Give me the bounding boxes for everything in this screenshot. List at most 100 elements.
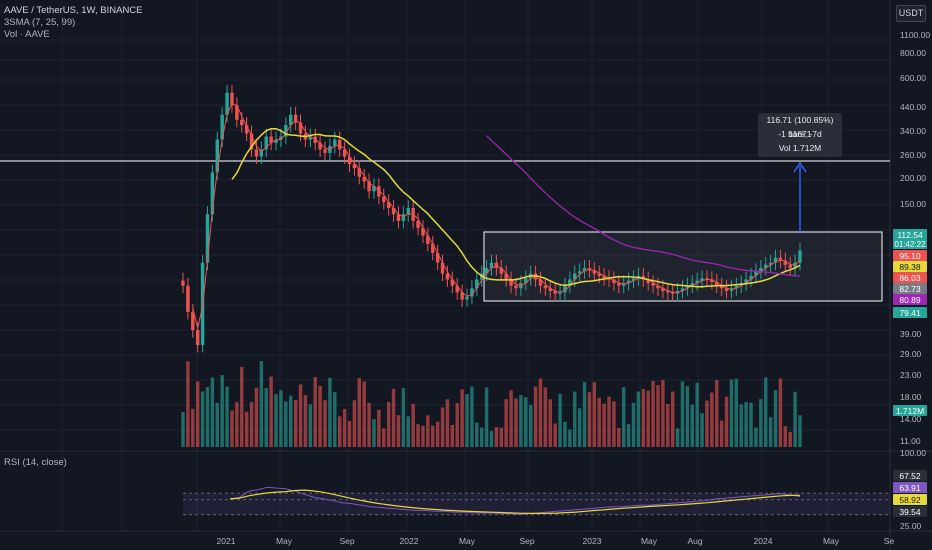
candle-body (582, 267, 587, 272)
y-tick-label: 1100.00 (900, 30, 930, 40)
candle-body (489, 262, 494, 268)
candle-body (768, 262, 773, 265)
x-tick-label: Sep (339, 536, 354, 546)
candle-body (367, 181, 371, 192)
volume-bar (386, 401, 391, 447)
volume-bar (362, 381, 366, 447)
price-badge-label: 82.73 (899, 284, 921, 294)
candle-body (764, 264, 768, 268)
volume-bar (367, 402, 371, 447)
candle-body (514, 285, 518, 289)
rsi-legend[interactable]: RSI (14, close) (4, 457, 67, 468)
y-tick-label: 150.00 (900, 199, 926, 209)
candle-body (685, 285, 690, 289)
volume-bar (396, 415, 401, 447)
volume-bar (465, 394, 469, 447)
candle-body (661, 288, 665, 291)
candle-body (587, 267, 592, 271)
y-tick-label: 29.00 (900, 349, 922, 359)
price-badge (893, 261, 927, 272)
volume-bars (181, 361, 802, 447)
volume-bar (504, 399, 508, 447)
volume-bar (372, 419, 376, 447)
volume-legend[interactable]: Vol · AAVE (4, 29, 50, 40)
volume-bar (724, 396, 729, 447)
candle-body (602, 275, 606, 279)
candle-body (573, 273, 577, 280)
candle-body (484, 267, 489, 274)
volume-bar (617, 428, 621, 447)
measure-change: 116.71 (100.85%) 11671 (766, 115, 834, 139)
candle-body (680, 288, 685, 291)
candle-body (440, 262, 445, 274)
candle-body (690, 283, 694, 286)
candle-body (254, 149, 259, 157)
candle-body (416, 220, 420, 229)
candle-body (298, 122, 303, 134)
candle-body (538, 279, 543, 286)
candle-body (435, 252, 440, 263)
candle-body (612, 279, 616, 284)
candle-body (362, 176, 366, 182)
volume-bar (470, 386, 474, 447)
x-tick-label: 2024 (754, 536, 773, 546)
sma-legend[interactable]: 3SMA (7, 25, 99) (4, 17, 76, 28)
volume-bar (186, 361, 190, 447)
volume-bar (710, 392, 714, 447)
candle-body (455, 285, 459, 293)
volume-bar (235, 402, 239, 447)
volume-bar (548, 399, 552, 447)
price-badge (893, 307, 927, 318)
y-tick-label: 600.00 (900, 73, 926, 83)
volume-bar (607, 396, 611, 447)
volume-bar (484, 387, 489, 447)
candle-body (754, 271, 758, 276)
volume-bar (426, 415, 430, 447)
candle-body (406, 207, 410, 215)
candle-body (357, 168, 361, 177)
y-tick-label: 440.00 (900, 102, 926, 112)
candle-body (651, 283, 655, 286)
volume-bar (597, 397, 601, 447)
candle-body (391, 207, 396, 215)
x-tick-label: May (276, 536, 293, 546)
volume-bar (475, 422, 479, 447)
volume-bar (773, 390, 778, 447)
candle-body (734, 285, 739, 289)
volume-bar (333, 392, 337, 447)
candle-body (656, 285, 660, 289)
candle-body (460, 292, 464, 300)
symbol-legend[interactable]: AAVE / TetherUS, 1W, BINANCE (4, 5, 143, 16)
x-tick-label: Aug (687, 536, 702, 546)
volume-bar (764, 377, 768, 447)
volume-bar (670, 391, 675, 447)
candle-body (181, 280, 185, 286)
measure-tooltip: 116.71 (100.85%) 11671 -1 bars, -7d Vol … (758, 113, 842, 157)
price-badge-label: 86.03 (899, 273, 921, 283)
measure-volume: Vol 1.712M (778, 143, 822, 153)
candle-body (230, 92, 234, 106)
y-tick-label: 14.00 (900, 414, 922, 424)
candle-body (617, 283, 621, 286)
candle-body (695, 280, 699, 284)
candle-body (744, 279, 748, 284)
candle-body (308, 136, 313, 140)
price-badge-label: 80.89 (899, 295, 921, 305)
volume-bar (675, 428, 680, 447)
volume-bar (553, 423, 557, 447)
volume-bar (543, 387, 548, 447)
rsi-badge (893, 470, 927, 481)
volume-bar (323, 400, 327, 447)
volume-bar (622, 387, 626, 447)
rsi-ma-line (229, 489, 801, 514)
candle-body (788, 264, 792, 268)
candle-body (249, 133, 254, 150)
candle-body (724, 288, 729, 291)
x-tick-label: 2022 (400, 536, 419, 546)
volume-bar (759, 399, 763, 447)
candles (181, 84, 802, 353)
price-badge-label: 79.41 (899, 308, 921, 318)
currency-button[interactable]: USDT (896, 5, 926, 22)
